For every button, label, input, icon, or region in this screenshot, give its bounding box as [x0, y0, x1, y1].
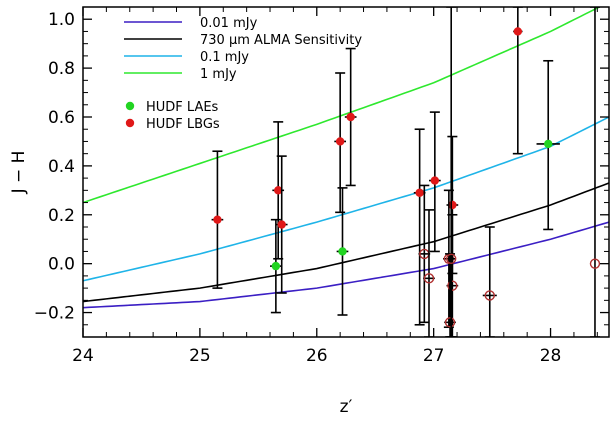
data-point [448, 200, 457, 210]
x-tick-label: 26 [306, 346, 328, 366]
data-point [271, 261, 281, 271]
data-point [274, 186, 283, 195]
axis-ticks: 24 25 26 27 28 −0.2 0.0 0.2 0.4 0.6 0.8 1.0 [34, 7, 609, 366]
data-point-open [447, 280, 458, 291]
y-tick-label: 0.6 [48, 108, 75, 128]
plot-frame [82, 6, 610, 338]
legend-marker-swatch [125, 101, 135, 111]
data-point [335, 137, 345, 146]
data-point [544, 139, 553, 149]
y-tick-label: 0.4 [48, 157, 75, 177]
y-tick-label: 0.2 [48, 206, 75, 226]
legend-lines: 0.01 mJy 730 μm ALMA Sensitivity 0.1 mJy 1 … [124, 16, 362, 82]
y-tick-label: 1.0 [48, 10, 75, 30]
legend-markers: HUDF LAEs HUDF LBGs [125, 100, 220, 132]
x-axis-label: z′ [340, 397, 353, 417]
data-point-open [444, 317, 456, 328]
curve-line-2 [83, 116, 609, 282]
curve-line-0 [83, 221, 609, 309]
legend-marker-swatch [125, 118, 135, 128]
x-tick-label: 28 [540, 346, 562, 366]
legend-line-label: 0.01 mJy [200, 16, 258, 31]
data-point-open [446, 253, 457, 264]
data-point [277, 220, 286, 229]
x-tick-label: 24 [72, 346, 94, 366]
curve-line-3 [83, 7, 602, 204]
legend-marker-label: HUDF LBGs [146, 117, 220, 132]
legend-line-label: 730 μm ALMA Sensitivity [200, 33, 362, 48]
data-point [415, 188, 424, 197]
legend-marker-label: HUDF LAEs [146, 100, 219, 115]
legend-line-label: 1 mJy [200, 67, 237, 82]
model-curves [83, 7, 609, 309]
legend-line-label: 0.1 mJy [200, 50, 249, 65]
data-point [213, 215, 222, 224]
data-point [338, 247, 347, 256]
data-point [513, 27, 523, 36]
y-tick-label: 0.8 [48, 59, 75, 79]
y-tick-label: −0.2 [34, 304, 75, 324]
x-tick-label: 25 [189, 346, 211, 366]
data-point-open [423, 273, 435, 284]
data-point-open [484, 290, 495, 301]
x-tick-label: 27 [423, 346, 445, 366]
y-tick-label: 0.0 [48, 255, 75, 275]
data-point [346, 112, 355, 122]
data-point-open [589, 258, 601, 269]
data-points [211, 7, 601, 337]
y-axis-label: J − H [9, 151, 29, 195]
curve-line-1 [83, 182, 609, 303]
data-point [430, 176, 440, 185]
